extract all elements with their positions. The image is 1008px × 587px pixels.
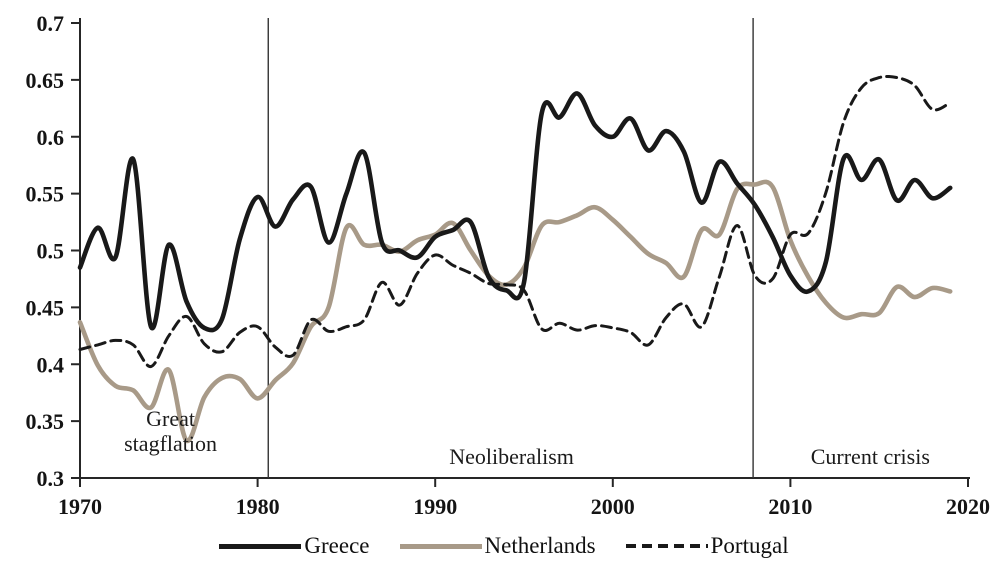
x-tick-label: 2000 (591, 494, 635, 519)
y-tick-label: 0.6 (37, 125, 65, 150)
x-tick-label: 2020 (946, 494, 990, 519)
legend: Greece Netherlands Portugal (0, 533, 1008, 559)
legend-label-greece: Greece (304, 533, 370, 558)
y-tick-label: 0.35 (26, 409, 65, 434)
greece-line-swatch (219, 543, 302, 549)
era-label-current-crisis: Current crisis (810, 444, 930, 469)
legend-item-portugal: Portugal (625, 533, 789, 559)
netherlands-series-line (77, 179, 953, 443)
era-label-neoliberalism: Neoliberalism (449, 444, 574, 469)
legend-item-netherlands: Netherlands (399, 533, 596, 559)
portugal-series-line (78, 74, 952, 368)
era-label-great-stagflation: Great stagflation (124, 406, 217, 456)
y-tick-label: 0.55 (26, 182, 65, 207)
x-tick-label: 2010 (768, 494, 812, 519)
y-tick-label: 0.3 (37, 466, 65, 491)
portugal-line-swatch (625, 544, 708, 548)
y-tick-label: 0.4 (37, 352, 65, 377)
x-tick-label: 1980 (236, 494, 280, 519)
greece-series-line (77, 91, 953, 333)
legend-item-greece: Greece (219, 533, 370, 559)
x-tick-label: 1970 (58, 494, 102, 519)
netherlands-line-swatch (399, 543, 482, 549)
x-tick-label: 1990 (413, 494, 457, 519)
y-tick-label: 0.7 (37, 11, 65, 36)
y-tick-label: 0.5 (37, 239, 65, 264)
legend-label-netherlands: Netherlands (484, 533, 596, 558)
y-tick-label: 0.65 (26, 68, 65, 93)
legend-label-portugal: Portugal (710, 533, 789, 558)
y-tick-label: 0.45 (26, 295, 65, 320)
